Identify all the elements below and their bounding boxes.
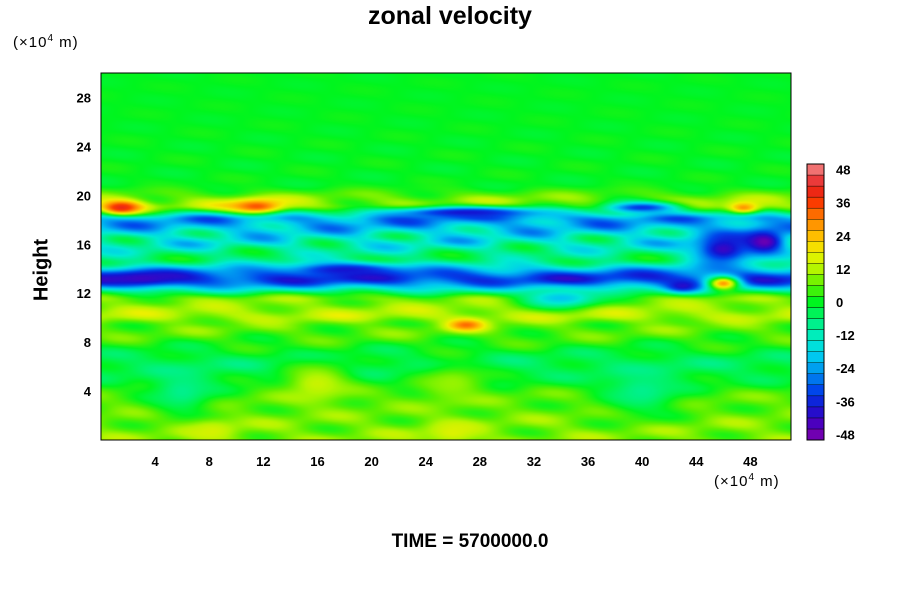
colorbar-swatch <box>806 252 825 264</box>
chart-title: zonal velocity <box>368 2 532 30</box>
colorbar-label: 12 <box>836 262 850 277</box>
colorbar-swatch <box>806 384 825 397</box>
colorbar-label: 36 <box>836 196 850 211</box>
colorbar-swatch <box>806 362 825 374</box>
x-tick-label: 40 <box>635 454 649 469</box>
colorbar-swatch <box>806 318 825 330</box>
y-tick-label: 24 <box>77 139 92 154</box>
colorbar-swatch <box>806 263 825 275</box>
x-tick-label: 48 <box>743 454 757 469</box>
y-tick-label: 12 <box>77 286 91 301</box>
y-axis-unit: (×104 m) <box>13 33 79 51</box>
colorbar-swatch <box>806 296 825 308</box>
colorbar-swatch <box>806 174 825 187</box>
y-tick-label: 28 <box>77 90 91 105</box>
y-tick-label: 4 <box>84 384 92 399</box>
colorbar-label: 0 <box>836 295 843 310</box>
colorbar-swatch <box>806 428 825 441</box>
colorbar-swatch <box>806 285 825 297</box>
heatmap-field <box>101 73 791 440</box>
x-tick-label: 28 <box>473 454 487 469</box>
colorbar-swatch <box>806 307 825 319</box>
y-axis-ticks: 4 8 12 16 20 24 28 <box>77 90 92 399</box>
x-tick-label: 20 <box>364 454 378 469</box>
colorbar-label: -36 <box>836 394 855 409</box>
colorbar-swatch <box>806 340 825 352</box>
colorbar-label: -12 <box>836 328 855 343</box>
x-tick-label: 4 <box>152 454 160 469</box>
time-label: TIME = 5700000.0 <box>391 531 549 552</box>
colorbar-swatch <box>806 351 825 363</box>
x-axis-ticks: 4 8 12 16 20 24 28 32 36 40 44 48 <box>152 454 758 469</box>
x-tick-label: 44 <box>689 454 704 469</box>
x-tick-label: 24 <box>418 454 433 469</box>
colorbar-swatch <box>806 395 825 408</box>
x-tick-label: 32 <box>527 454 541 469</box>
x-axis-unit: (×104 m) <box>714 472 780 490</box>
colorbar-swatch <box>806 373 825 386</box>
colorbar-label: 48 <box>836 163 850 178</box>
x-tick-label: 16 <box>310 454 324 469</box>
colorbar-swatch <box>806 163 825 176</box>
x-tick-label: 12 <box>256 454 270 469</box>
colorbar-swatch <box>806 196 825 209</box>
plot-frame <box>100 72 792 441</box>
colorbar-label: -24 <box>836 361 856 376</box>
colorbar-swatch <box>806 207 825 220</box>
y-tick-label: 20 <box>77 188 91 203</box>
x-tick-label: 8 <box>206 454 213 469</box>
colorbar-label: -48 <box>836 427 855 442</box>
colorbar: 48 36 24 12 0 -12 -24 -36 -48 <box>806 163 856 442</box>
y-tick-label: 16 <box>77 237 91 252</box>
colorbar-swatch <box>806 185 825 198</box>
colorbar-swatch <box>806 406 825 419</box>
colorbar-swatch <box>806 230 825 242</box>
colorbar-swatch <box>806 241 825 253</box>
colorbar-swatch <box>806 417 825 430</box>
colorbar-swatch <box>806 329 825 341</box>
colorbar-swatch <box>806 218 825 231</box>
colorbar-label: 24 <box>836 229 851 244</box>
y-tick-label: 8 <box>84 335 91 350</box>
colorbar-frame <box>806 163 825 441</box>
x-tick-label: 36 <box>581 454 595 469</box>
colorbar-swatch <box>806 274 825 286</box>
